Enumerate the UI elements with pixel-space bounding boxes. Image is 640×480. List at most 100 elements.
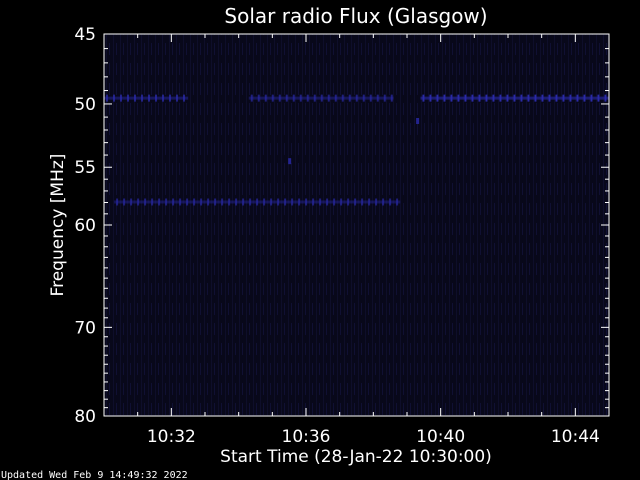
emission-band-mark: [361, 198, 364, 206]
emission-band-mark: [362, 94, 365, 102]
emission-band-mark: [116, 198, 119, 206]
emission-band-mark: [113, 94, 115, 102]
emission-band-mark: [555, 94, 558, 102]
emission-band-mark: [155, 94, 157, 102]
emission-band-mark: [327, 94, 330, 102]
emission-band-mark: [499, 94, 502, 102]
emission-band-mark: [506, 94, 509, 102]
emission-band-mark: [169, 94, 171, 102]
emission-band-mark: [485, 94, 488, 102]
emission-band-mark: [369, 94, 372, 102]
emission-band-mark: [257, 94, 260, 102]
emission-band-mark: [396, 198, 399, 206]
emission-band-mark: [292, 94, 295, 102]
x-tick-label: 10:36: [282, 427, 331, 447]
emission-band-mark: [141, 94, 143, 102]
emission-band-mark: [312, 198, 315, 206]
emission-band-mark: [429, 94, 432, 102]
x-tick-label: 10:32: [147, 427, 196, 447]
emission-band-mark: [443, 94, 446, 102]
emission-band-mark: [457, 94, 460, 102]
emission-band-mark: [284, 198, 287, 206]
emission-band-mark: [264, 94, 267, 102]
emission-band-mark: [305, 198, 308, 206]
emission-band-mark: [221, 198, 224, 206]
emission-band-mark: [144, 198, 147, 206]
emission-band-mark: [270, 198, 273, 206]
emission-band-mark: [319, 198, 322, 206]
emission-spot: [288, 158, 292, 165]
emission-band-mark: [562, 94, 565, 102]
emission-band-mark: [306, 94, 309, 102]
emission-band-mark: [375, 198, 378, 206]
emission-band-mark: [271, 94, 274, 102]
emission-band-fill: [104, 96, 189, 100]
emission-band-mark: [464, 94, 467, 102]
y-axis: 45 50 55 60 70 80: [74, 25, 609, 427]
emission-band-mark: [590, 94, 593, 102]
emission-band-mark: [383, 94, 386, 102]
emission-band-mark: [120, 94, 122, 102]
y-tick-label: 45: [74, 25, 96, 45]
emission-band-mark: [569, 94, 572, 102]
emission-band-mark: [513, 94, 516, 102]
emission-band-mark: [341, 94, 344, 102]
emission-band-mark: [299, 94, 302, 102]
emission-band-mark: [376, 94, 379, 102]
plot-area: [104, 34, 609, 416]
emission-band-mark: [151, 198, 154, 206]
emission-band-mark: [334, 94, 337, 102]
emission-band-mark: [130, 198, 133, 206]
emission-band-mark: [340, 198, 343, 206]
emission-band-mark: [207, 198, 210, 206]
emission-band-mark: [228, 198, 231, 206]
emission-band-mark: [183, 94, 185, 102]
emission-band-mark: [256, 198, 259, 206]
emission-band-mark: [242, 198, 245, 206]
emission-band-mark: [235, 198, 238, 206]
emission-band-mark: [214, 198, 217, 206]
emission-band-mark: [471, 94, 474, 102]
emission-band-mark: [249, 198, 252, 206]
emission-band-mark: [162, 94, 164, 102]
emission-band-mark: [172, 198, 175, 206]
emission-band-mark: [450, 94, 453, 102]
emission-features: [104, 94, 609, 206]
emission-band-mark: [326, 198, 329, 206]
updated-timestamp: Updated Wed Feb 9 14:49:32 2022: [1, 470, 188, 480]
emission-band-mark: [291, 198, 294, 206]
emission-band-mark: [368, 198, 371, 206]
emission-band-mark: [250, 94, 253, 102]
emission-band-mark: [106, 94, 108, 102]
emission-band-mark: [520, 94, 523, 102]
emission-band-mark: [200, 198, 203, 206]
emission-band-mark: [478, 94, 481, 102]
emission-band-mark: [165, 198, 168, 206]
emission-band-mark: [298, 198, 301, 206]
emission-band-mark: [137, 198, 140, 206]
emission-band-mark: [285, 94, 288, 102]
emission-band-mark: [277, 198, 280, 206]
emission-band-mark: [134, 94, 136, 102]
x-tick-label: 10:44: [551, 427, 600, 447]
emission-band-mark: [278, 94, 281, 102]
x-axis-label: Start Time (28-Jan-22 10:30:00): [220, 447, 492, 467]
emission-band-mark: [355, 94, 358, 102]
emission-band-mark: [527, 94, 530, 102]
emission-band-mark: [583, 94, 586, 102]
x-tick-label: 10:40: [416, 427, 465, 447]
x-axis: 10:32 10:36 10:40 10:44: [103, 34, 610, 447]
emission-band-mark: [548, 94, 551, 102]
emission-band-mark: [186, 198, 189, 206]
emission-band-mark: [263, 198, 266, 206]
emission-band: [114, 198, 401, 206]
emission-band-mark: [333, 198, 336, 206]
y-tick-label: 80: [74, 407, 96, 427]
emission-band-mark: [347, 198, 350, 206]
emission-band-mark: [320, 94, 323, 102]
emission-band: [420, 94, 609, 102]
emission-band-mark: [148, 94, 150, 102]
emission-band-mark: [604, 94, 607, 102]
emission-band-mark: [389, 198, 392, 206]
